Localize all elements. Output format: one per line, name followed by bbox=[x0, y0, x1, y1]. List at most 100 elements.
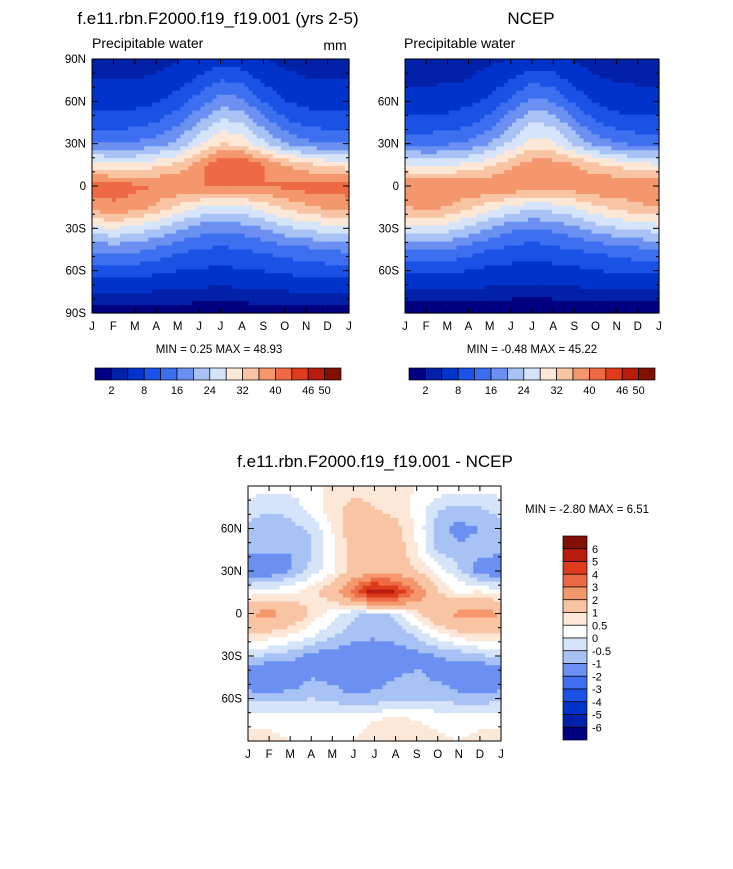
contour-cell bbox=[631, 90, 636, 96]
contour-cell bbox=[112, 74, 117, 80]
contour-cell bbox=[208, 182, 214, 187]
contour-cell bbox=[320, 221, 326, 227]
contour-cell bbox=[260, 114, 266, 120]
contour-cell bbox=[96, 142, 101, 147]
contour-cell bbox=[128, 217, 133, 223]
contour-cell bbox=[340, 62, 346, 68]
contour-cell bbox=[220, 122, 226, 128]
contour-cell bbox=[532, 78, 537, 84]
contour-cell bbox=[248, 221, 254, 227]
contour-cell bbox=[264, 221, 270, 227]
contour-cell bbox=[296, 186, 302, 191]
contour-cell bbox=[316, 94, 322, 100]
contour-cell bbox=[504, 102, 509, 108]
contour-cell bbox=[168, 193, 173, 199]
contour-cell bbox=[220, 146, 226, 151]
contour-cell bbox=[144, 114, 149, 120]
contour-cell bbox=[260, 273, 266, 278]
contour-cell bbox=[180, 273, 185, 278]
contour-cell bbox=[284, 94, 290, 100]
contour-cell bbox=[236, 118, 242, 124]
contour-cell bbox=[260, 257, 266, 263]
contour-cell bbox=[148, 281, 153, 286]
contour-cell bbox=[204, 118, 210, 124]
contour-cell bbox=[284, 277, 290, 282]
contour-cell bbox=[539, 90, 545, 96]
contour-cell bbox=[288, 305, 294, 310]
contour-cell bbox=[264, 150, 270, 155]
contour-cell bbox=[579, 59, 585, 64]
contour-cell bbox=[116, 297, 121, 302]
contour-cell bbox=[240, 122, 246, 128]
contour-cell bbox=[232, 98, 238, 104]
contour-cell bbox=[140, 118, 145, 124]
contour-cell bbox=[607, 78, 612, 84]
contour-cell bbox=[408, 78, 414, 84]
contour-cell bbox=[268, 82, 274, 88]
contour-cell bbox=[216, 281, 222, 286]
contour-cell bbox=[412, 78, 418, 84]
contour-cell bbox=[595, 98, 601, 104]
contour-cell bbox=[332, 189, 338, 195]
contour-cell bbox=[436, 78, 442, 84]
contour-cell bbox=[92, 110, 97, 116]
contour-cell bbox=[148, 138, 153, 143]
contour-cell bbox=[340, 217, 346, 223]
contour-cell bbox=[236, 221, 242, 227]
contour-cell bbox=[643, 82, 648, 88]
contour-cell bbox=[324, 265, 330, 270]
contour-cell bbox=[320, 209, 326, 215]
contour-cell bbox=[160, 289, 165, 294]
contour-cell bbox=[192, 106, 198, 112]
contour-cell bbox=[288, 245, 294, 251]
contour-cell bbox=[268, 150, 274, 155]
contour-cell bbox=[116, 122, 121, 128]
contour-cell bbox=[120, 126, 125, 132]
contour-cell bbox=[332, 86, 338, 92]
contour-cell bbox=[216, 269, 222, 274]
contour-cell bbox=[280, 186, 286, 191]
x-tick-label: O bbox=[280, 321, 289, 333]
contour-cell bbox=[340, 237, 346, 243]
contour-cell bbox=[244, 273, 250, 278]
contour-cell bbox=[587, 66, 593, 72]
contour-cell bbox=[468, 66, 474, 72]
contour-cell bbox=[212, 289, 218, 294]
contour-cell bbox=[148, 90, 153, 96]
contour-cell bbox=[240, 245, 246, 251]
contour-cell bbox=[188, 241, 193, 247]
contour-cell bbox=[228, 217, 234, 223]
contour-cell bbox=[500, 66, 505, 72]
contour-cell bbox=[104, 289, 109, 294]
contour-cell bbox=[436, 98, 442, 104]
contour-cell bbox=[180, 122, 185, 128]
contour-cell bbox=[172, 86, 177, 92]
contour-cell bbox=[292, 193, 298, 199]
contour-cell bbox=[300, 293, 306, 298]
contour-cell bbox=[276, 102, 282, 108]
contour-cell bbox=[332, 178, 338, 183]
contour-cell bbox=[172, 142, 177, 147]
contour-cell bbox=[160, 94, 165, 100]
contour-cell bbox=[532, 82, 537, 88]
contour-cell bbox=[160, 233, 165, 239]
contour-cell bbox=[260, 229, 266, 235]
contour-cell bbox=[188, 186, 193, 191]
contour-cell bbox=[539, 70, 545, 76]
contour-cell bbox=[240, 90, 246, 96]
contour-cell bbox=[324, 114, 330, 120]
contour-cell bbox=[116, 186, 121, 191]
contour-cell bbox=[176, 154, 181, 159]
contour-cell bbox=[108, 241, 113, 247]
contour-cell bbox=[164, 281, 169, 286]
contour-cell bbox=[260, 205, 266, 211]
contour-cell bbox=[152, 265, 157, 270]
contour-cell bbox=[92, 281, 97, 286]
contour-cell bbox=[116, 74, 121, 80]
contour-cell bbox=[244, 59, 250, 64]
contour-cell bbox=[144, 118, 149, 124]
contour-cell bbox=[92, 122, 97, 128]
contour-cell bbox=[587, 74, 593, 80]
contour-cell bbox=[268, 197, 274, 203]
contour-cell bbox=[256, 285, 262, 290]
